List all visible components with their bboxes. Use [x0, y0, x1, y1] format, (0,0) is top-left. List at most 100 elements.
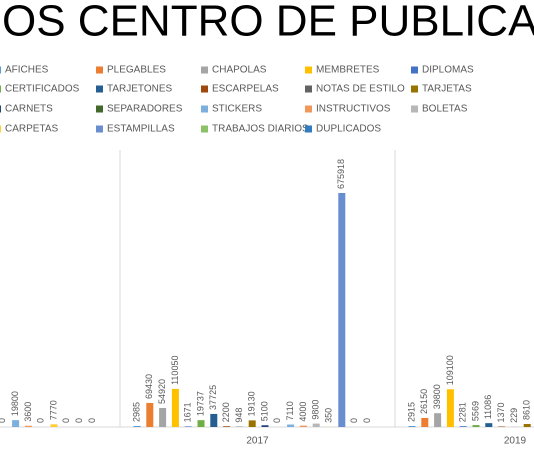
- bar: [159, 407, 167, 427]
- bar: [459, 426, 467, 427]
- legend-label: SEPARADORES: [107, 104, 183, 115]
- value-label: 9800: [311, 400, 321, 420]
- bar: [197, 420, 205, 427]
- bar: [523, 424, 531, 427]
- value-label: 8610: [522, 400, 532, 420]
- legend-label: MEMBRETES: [316, 65, 380, 76]
- bar: [146, 402, 154, 427]
- value-label: 2200: [221, 402, 231, 422]
- value-label: 3600: [23, 402, 33, 422]
- legend-label: ESCARPELAS: [212, 84, 279, 95]
- bar: [485, 423, 493, 427]
- legend-swatch: [201, 85, 208, 93]
- legend-label: TRABAJOS DIARIOS: [212, 124, 309, 135]
- bar: [472, 425, 480, 427]
- value-label: 4000: [298, 402, 308, 422]
- bar: [248, 420, 256, 427]
- value-label: 39800: [432, 384, 442, 409]
- bar: [446, 389, 454, 427]
- value-label: 0: [272, 418, 282, 423]
- value-label: 229: [509, 408, 519, 423]
- x-tick-label: 2019: [504, 436, 527, 447]
- bar: [171, 388, 179, 427]
- value-label: 0: [362, 418, 372, 423]
- legend-swatch: [305, 105, 312, 113]
- x-tick-label: 2017: [246, 436, 269, 447]
- value-label: 7110: [285, 401, 295, 420]
- legend-swatch: [0, 66, 1, 74]
- legend-swatch: [305, 85, 312, 93]
- legend-swatch: [201, 105, 208, 113]
- value-label: 19130: [247, 391, 257, 416]
- value-label: 54920: [157, 379, 167, 404]
- legend-swatch: [201, 125, 208, 133]
- legend-swatch: [201, 66, 208, 74]
- legend-label: CARPETAS: [5, 124, 58, 135]
- legend-label: TARJETONES: [107, 84, 173, 95]
- bar: [287, 424, 295, 427]
- legend-swatch: [96, 105, 103, 113]
- value-label: 7770: [48, 400, 58, 420]
- value-label: 110050: [170, 356, 180, 385]
- value-label: 69430: [144, 374, 154, 399]
- legend-label: AFICHES: [5, 65, 49, 76]
- bar: [223, 426, 231, 427]
- value-label: 5100: [259, 401, 269, 421]
- legend-label: PLEGABLES: [107, 65, 166, 76]
- bar: [421, 417, 429, 427]
- legend-swatch: [305, 66, 312, 74]
- legend-label: DUPLICADOS: [316, 124, 381, 135]
- value-label: 0: [349, 418, 359, 423]
- legend-label: BOLETAS: [422, 104, 468, 115]
- legend-label: STICKERS: [212, 104, 262, 115]
- bar: [408, 425, 416, 427]
- value-label: 26150: [419, 389, 429, 414]
- value-label: 37725: [208, 385, 218, 410]
- bar: [312, 423, 320, 427]
- legend-label: DIPLOMAS: [422, 65, 474, 76]
- legend-swatch: [96, 85, 103, 93]
- legend-swatch: [96, 66, 103, 74]
- value-label: 1671: [183, 402, 193, 422]
- bar: [210, 413, 218, 427]
- value-label: 2985: [131, 402, 141, 422]
- value-label: 0: [61, 418, 71, 423]
- value-label: 2915: [406, 402, 416, 422]
- bar: [184, 426, 192, 427]
- legend-label: CHAPOLAS: [212, 65, 267, 76]
- bar: [261, 425, 269, 427]
- legend-label: INSTRUCTIVOS: [316, 104, 391, 115]
- value-label: 5569: [470, 401, 480, 421]
- value-label: 109100: [445, 355, 455, 385]
- value-label: 675918: [336, 159, 346, 189]
- bar: [12, 420, 20, 427]
- bar: [434, 413, 442, 427]
- legend-swatch: [411, 105, 418, 113]
- value-label: 350: [323, 408, 333, 423]
- legend-swatch: [0, 125, 1, 133]
- value-label: 0: [87, 418, 97, 423]
- bar: [299, 425, 307, 427]
- value-label: 19737: [195, 391, 205, 416]
- legend-swatch: [0, 105, 1, 113]
- value-label: 948: [234, 408, 244, 423]
- legend-swatch: [0, 85, 1, 93]
- legend-swatch: [411, 66, 418, 74]
- legend-label: ESTAMPILLAS: [107, 124, 175, 135]
- legend-label: NOTAS DE ESTILO: [316, 84, 405, 95]
- legend-label: CERTIFICADOS: [5, 84, 80, 95]
- value-label: 0: [74, 418, 84, 423]
- legend-label: TARJETAS: [422, 84, 472, 95]
- legend-swatch: [305, 125, 312, 133]
- bar: [133, 425, 141, 427]
- legend-swatch: [411, 85, 418, 93]
- legend-label: CARNETS: [5, 104, 53, 115]
- legend-swatch: [96, 125, 103, 133]
- value-label: 1370: [496, 402, 506, 422]
- bar: [338, 193, 346, 427]
- value-label: 0: [0, 418, 7, 423]
- value-label: 2281: [458, 402, 468, 422]
- bar: [50, 424, 58, 427]
- value-label: 0: [36, 418, 46, 423]
